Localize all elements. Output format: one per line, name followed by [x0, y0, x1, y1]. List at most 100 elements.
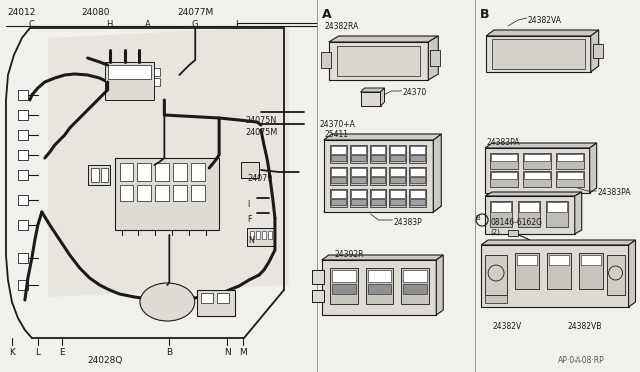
Polygon shape [428, 36, 438, 80]
Bar [262, 231, 266, 239]
Bar [390, 199, 405, 205]
Polygon shape [481, 240, 636, 245]
Bar [403, 270, 428, 282]
Bar [191, 163, 205, 181]
Polygon shape [381, 88, 385, 106]
Bar [330, 189, 347, 207]
Bar [18, 110, 28, 120]
Bar [154, 78, 161, 86]
Bar [331, 155, 346, 161]
Bar [250, 231, 254, 239]
Bar [173, 163, 188, 181]
Bar [247, 228, 275, 246]
Bar [312, 290, 324, 302]
Bar [390, 146, 405, 154]
Bar [547, 253, 571, 289]
Bar [256, 231, 260, 239]
Bar [331, 168, 346, 176]
Bar [490, 201, 512, 227]
Text: B: B [166, 348, 172, 357]
Text: 24077M: 24077M [177, 8, 214, 17]
Bar [410, 190, 426, 198]
Bar [367, 284, 392, 294]
Polygon shape [433, 134, 441, 212]
Polygon shape [324, 140, 433, 212]
Bar [351, 190, 365, 198]
Bar [217, 293, 229, 303]
Polygon shape [360, 92, 381, 106]
Bar [351, 199, 365, 205]
Bar [332, 270, 356, 282]
Bar [351, 177, 365, 183]
Bar [351, 146, 365, 154]
Bar [191, 185, 205, 201]
Text: 24383PA: 24383PA [598, 188, 631, 197]
Bar [156, 185, 170, 201]
Polygon shape [486, 30, 598, 36]
Ellipse shape [140, 283, 195, 321]
Text: 24075M: 24075M [245, 128, 277, 137]
Bar [515, 253, 539, 289]
Bar [18, 280, 28, 290]
Bar [268, 231, 272, 239]
Polygon shape [436, 255, 444, 315]
Text: 24382VB: 24382VB [568, 322, 602, 331]
Bar [410, 155, 426, 161]
Text: J: J [236, 20, 238, 29]
Bar [120, 163, 134, 181]
Bar [371, 146, 385, 154]
Text: 24392R: 24392R [335, 250, 364, 259]
Text: 24382RA: 24382RA [324, 22, 359, 31]
Text: A: A [322, 8, 332, 21]
Bar [371, 168, 385, 176]
Bar [241, 162, 259, 178]
Bar [524, 154, 550, 161]
Polygon shape [360, 88, 385, 92]
Text: AP·0⁂08·RP: AP·0⁂08·RP [558, 356, 605, 365]
Bar [331, 199, 346, 205]
Polygon shape [575, 192, 582, 234]
Polygon shape [492, 39, 585, 69]
Bar [547, 202, 567, 212]
Bar [138, 163, 152, 181]
Bar [491, 154, 517, 161]
Polygon shape [48, 26, 289, 297]
Polygon shape [486, 36, 591, 72]
Bar [491, 172, 517, 179]
Text: 08146-6162G: 08146-6162G [490, 218, 542, 227]
Bar [557, 154, 582, 161]
Polygon shape [485, 148, 589, 193]
Bar [430, 50, 440, 66]
Bar [556, 171, 584, 187]
Bar [490, 153, 518, 169]
Polygon shape [485, 192, 582, 196]
Bar [371, 177, 385, 183]
Bar [549, 255, 569, 265]
Text: B: B [476, 215, 481, 221]
Text: 24382V: 24382V [492, 322, 522, 331]
Text: 24383PA: 24383PA [486, 138, 520, 147]
Bar [156, 163, 170, 181]
Bar [508, 230, 518, 236]
Text: F: F [247, 215, 252, 224]
Text: 24079: 24079 [247, 174, 273, 183]
Bar [104, 62, 154, 100]
Text: 24370+A: 24370+A [320, 120, 356, 129]
Bar [108, 65, 152, 79]
Text: N: N [224, 348, 230, 357]
Text: G: G [192, 20, 198, 29]
Bar [367, 270, 392, 282]
Bar [546, 201, 568, 227]
Bar [115, 158, 219, 230]
Bar [369, 189, 387, 207]
Bar [524, 172, 550, 179]
Polygon shape [337, 46, 420, 76]
Bar [390, 155, 405, 161]
Text: 24028Q: 24028Q [87, 356, 122, 365]
Bar [18, 170, 28, 180]
Bar [518, 201, 540, 227]
Bar [410, 177, 426, 183]
Text: N: N [248, 236, 254, 245]
Bar [321, 52, 331, 68]
Text: E: E [59, 348, 65, 357]
